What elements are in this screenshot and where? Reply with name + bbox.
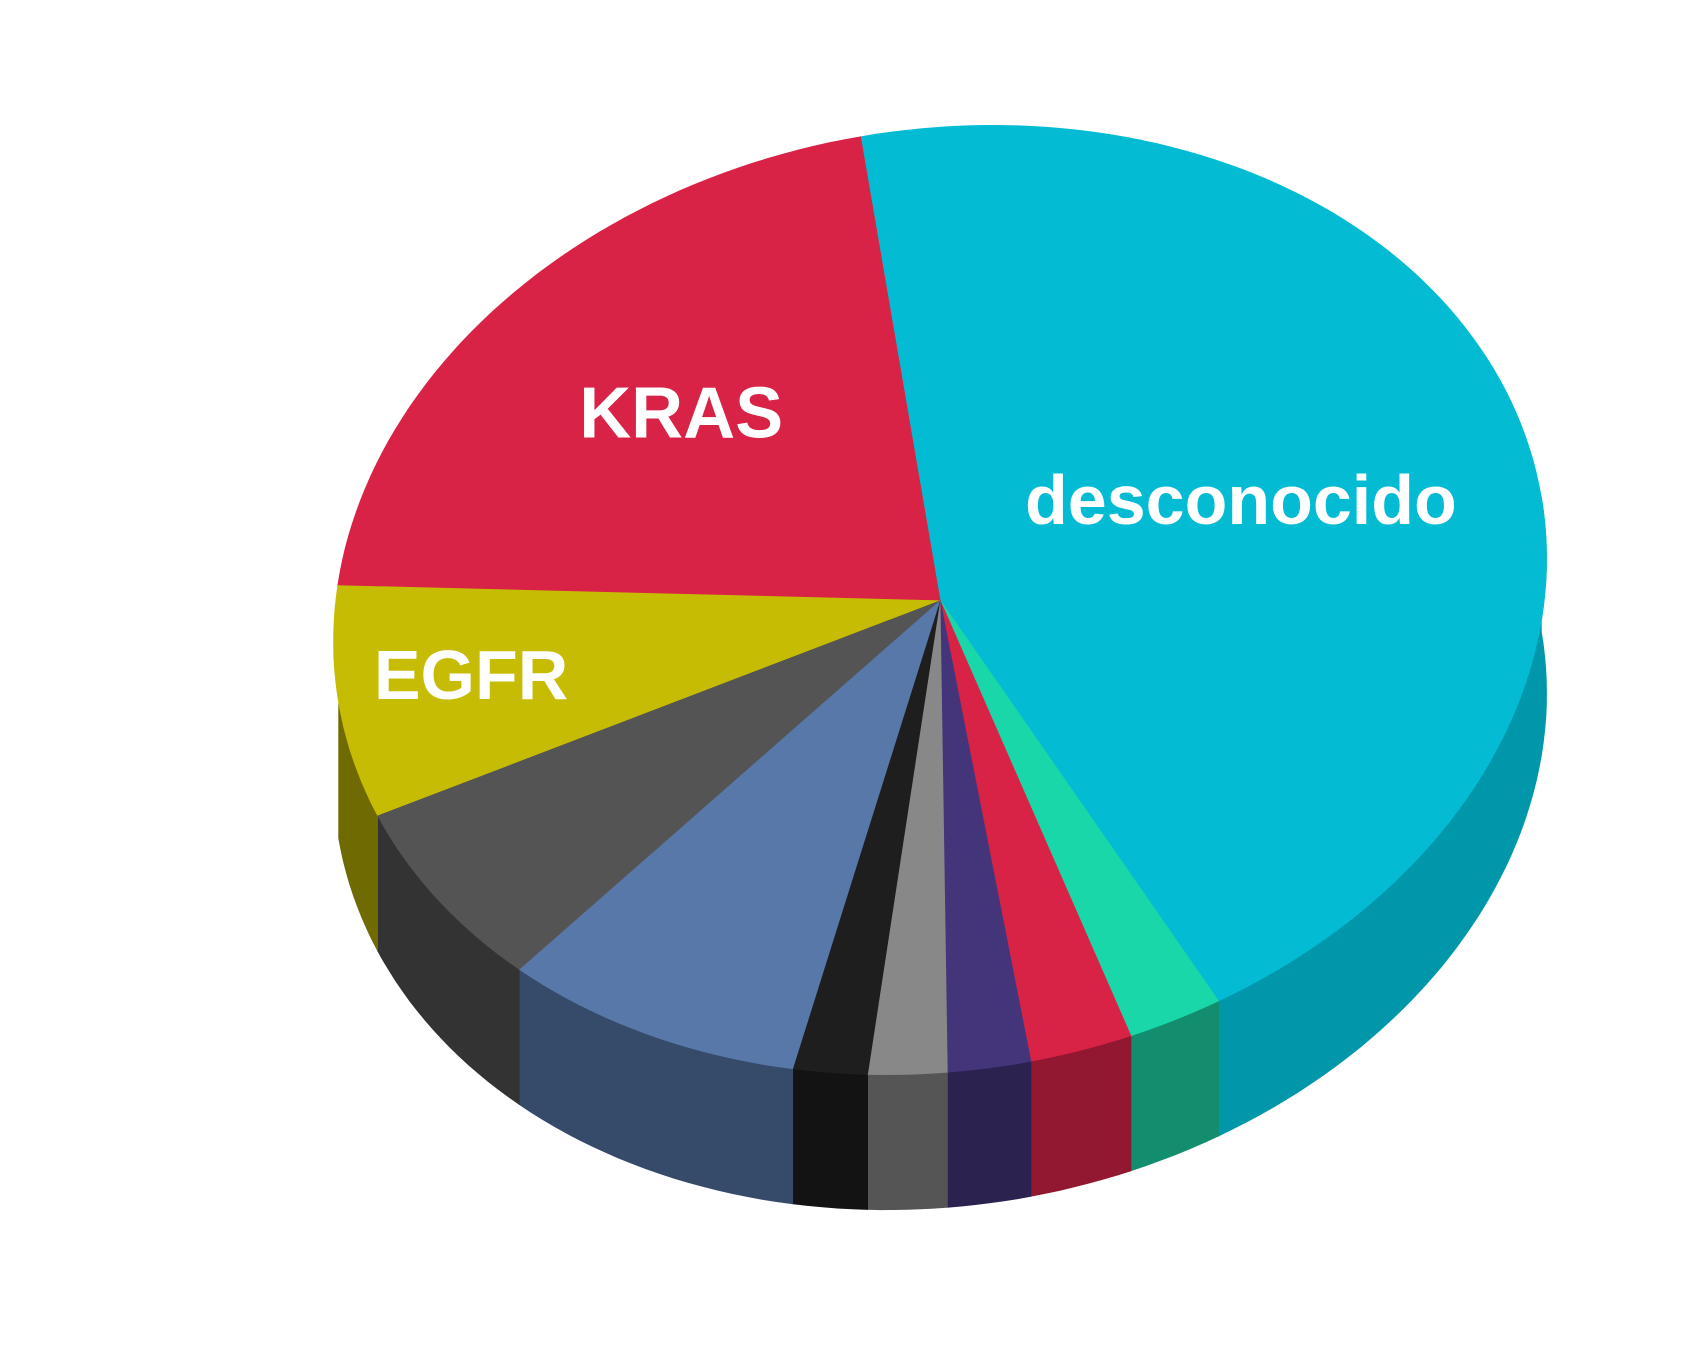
pie-slice-slice-2 [939,599,1132,1062]
pie-slice-slice-6 [518,598,941,1070]
pie-side-slice-5 [792,1068,868,1210]
pie-slice-slice-4 [867,599,948,1076]
pie-side-slice-2 [1030,1035,1132,1197]
pie-labels: desconocido EGFR KRAS [374,373,1457,714]
pie-slice-EGFR [333,584,941,816]
slice-label-desconocido: desconocido [1025,461,1457,539]
pie-side-slice-4 [867,1071,948,1211]
pie-slice-slice-3 [939,599,1032,1073]
pie-slice-slice-5 [792,599,941,1075]
pie-slice-desconocido [860,124,1547,1002]
pie-slice-slice-1 [939,599,1220,1037]
pie-side-slice-3 [946,1060,1032,1208]
slice-label-kras: KRAS [579,373,783,453]
slice-label-egfr: EGFR [374,636,568,714]
pie-side-faces [338,496,1547,1211]
pie-slice-slice-7 [376,599,941,970]
pie-slice-KRAS [337,136,941,601]
pie-top-faces [333,124,1547,1076]
